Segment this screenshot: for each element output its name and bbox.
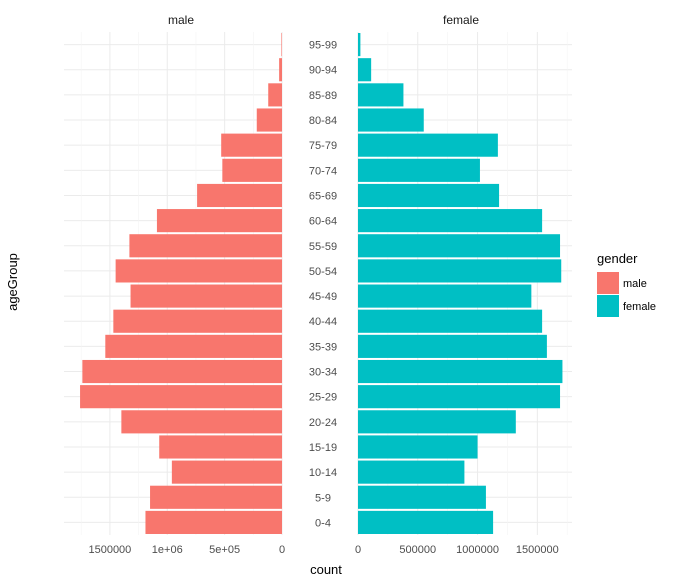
bar-female-55-59	[358, 234, 561, 258]
age-group-label: 75-79	[309, 140, 337, 152]
legend-title: gender	[597, 251, 638, 266]
age-group-label: 65-69	[309, 190, 337, 202]
age-group-label: 25-29	[309, 392, 337, 404]
legend-key-female	[597, 295, 619, 317]
bar-male-35-39	[105, 334, 282, 358]
age-group-label: 15-19	[309, 442, 337, 454]
bar-female-75-79	[358, 133, 498, 157]
legend-label-female: female	[623, 301, 656, 313]
bar-male-5-9	[150, 485, 282, 509]
age-group-label: 0-4	[315, 517, 331, 529]
bar-female-5-9	[358, 485, 486, 509]
male-facet-title: male	[168, 13, 194, 27]
bar-female-25-29	[358, 385, 561, 409]
bar-male-75-79	[221, 133, 282, 157]
bar-male-15-19	[159, 435, 282, 459]
age-group-label: 40-44	[309, 316, 337, 328]
bar-female-15-19	[358, 435, 478, 459]
bar-male-30-34	[82, 359, 282, 384]
x-tick-label-male: 1500000	[88, 544, 131, 556]
bar-female-70-74	[358, 158, 480, 182]
x-tick-label-female: 0	[355, 544, 361, 556]
age-group-label: 70-74	[309, 165, 337, 177]
bar-male-10-14	[171, 460, 282, 484]
bar-male-80-84	[256, 108, 282, 132]
female-facet-title: female	[443, 13, 479, 27]
labels: 0-4 5-9 10-14 15-19 20-24 25-29 30-34 35-39 40-4…	[88, 40, 558, 556]
bar-male-85-89	[268, 83, 282, 107]
bar-female-40-44	[358, 309, 543, 333]
legend-key-male	[597, 272, 619, 294]
age-group-label: 80-84	[309, 115, 337, 127]
y-axis-title: ageGroup	[5, 253, 20, 311]
x-tick-label-female: 500000	[399, 544, 436, 556]
bar-male-20-24	[121, 410, 282, 434]
legend: gender male female	[597, 251, 656, 317]
age-group-label: 10-14	[309, 467, 337, 479]
age-group-label: 5-9	[315, 492, 331, 504]
age-group-label: 55-59	[309, 241, 337, 253]
bar-male-95-99	[281, 33, 282, 57]
bar-male-50-54	[115, 259, 282, 283]
bar-female-90-94	[358, 58, 372, 82]
x-tick-label-female: 1000000	[456, 544, 499, 556]
age-group-label: 90-94	[309, 65, 337, 77]
bar-male-65-69	[197, 183, 282, 208]
bar-female-50-54	[358, 259, 562, 283]
x-tick-label-male: 0	[279, 544, 285, 556]
age-group-label: 60-64	[309, 216, 337, 228]
bar-male-90-94	[279, 58, 282, 82]
bar-male-60-64	[156, 209, 282, 233]
bar-female-20-24	[358, 410, 516, 434]
bar-female-30-34	[358, 359, 563, 384]
age-group-label: 20-24	[309, 417, 337, 429]
age-group-label: 95-99	[309, 40, 337, 52]
x-tick-label-female: 1500000	[516, 544, 559, 556]
bar-male-40-44	[113, 309, 282, 333]
bar-male-25-29	[80, 385, 282, 409]
bar-female-85-89	[358, 83, 404, 107]
bar-female-80-84	[358, 108, 424, 132]
bar-male-55-59	[129, 234, 282, 258]
x-axis-title: count	[310, 562, 342, 577]
bar-female-65-69	[358, 183, 500, 208]
bars	[80, 33, 563, 534]
bar-female-10-14	[358, 460, 465, 484]
legend-label-male: male	[623, 278, 647, 290]
age-group-label: 85-89	[309, 90, 337, 102]
bar-male-70-74	[222, 158, 282, 182]
bar-male-45-49	[130, 284, 282, 308]
age-group-label: 35-39	[309, 341, 337, 353]
age-group-label: 45-49	[309, 291, 337, 303]
grid-lines	[64, 32, 572, 535]
age-group-label: 30-34	[309, 367, 337, 379]
bar-female-0-4	[358, 510, 494, 534]
bar-female-35-39	[358, 334, 547, 358]
bar-female-45-49	[358, 284, 532, 308]
age-group-label: 50-54	[309, 266, 337, 278]
x-tick-label-male: 1e+06	[152, 544, 183, 556]
bar-female-95-99	[358, 33, 361, 57]
bar-male-0-4	[145, 510, 282, 534]
x-tick-label-male: 5e+05	[209, 544, 240, 556]
bar-female-60-64	[358, 209, 543, 233]
